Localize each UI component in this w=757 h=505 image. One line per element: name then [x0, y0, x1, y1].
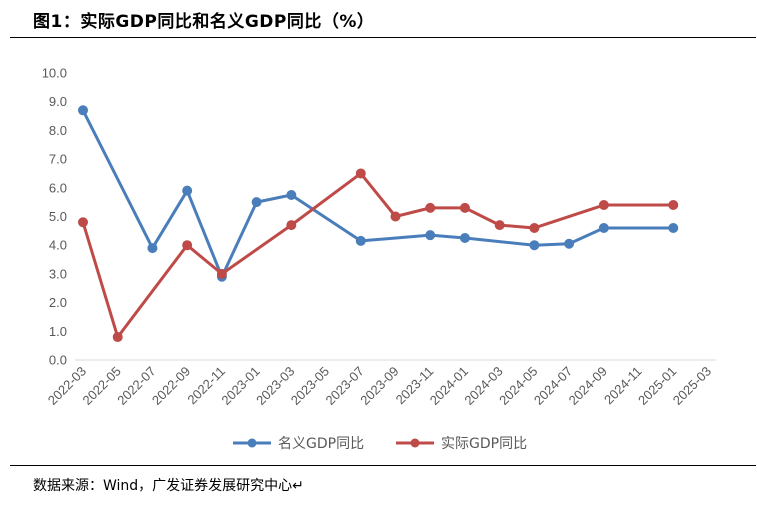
y-tick-label: 3.0	[49, 266, 67, 281]
legend-marker	[247, 438, 257, 448]
x-tick-label: 2025-03	[670, 364, 714, 408]
data-point	[286, 189, 297, 200]
data-point	[425, 202, 436, 213]
data-point	[251, 197, 262, 208]
y-tick-label: 1.0	[49, 324, 67, 339]
y-tick-label: 2.0	[49, 295, 67, 310]
title-divider	[10, 37, 756, 38]
x-tick-label: 2024-09	[566, 364, 610, 408]
legend-item-1: 名义GDP同比	[233, 436, 364, 452]
y-tick-label: 0.0	[49, 353, 67, 368]
data-point	[78, 217, 88, 228]
source-divider	[10, 465, 756, 466]
source-note: 数据来源：Wind，广发证券发展研究中心↵	[33, 478, 304, 494]
legend-marker	[410, 438, 420, 448]
y-tick-label: 5.0	[49, 209, 67, 224]
y-tick-label: 4.0	[49, 238, 67, 253]
data-point	[598, 200, 609, 211]
series-2	[78, 168, 679, 343]
data-point	[286, 220, 297, 231]
y-axis: 0.0 1.0 2.0 3.0 4.0 5.0 6.0 7.0 8.0 9.0 10.0	[42, 66, 67, 368]
y-tick-label: 6.0	[49, 180, 67, 195]
series-lines	[78, 105, 679, 343]
legend-label: 实际GDP同比	[441, 436, 527, 452]
data-point	[529, 240, 540, 251]
data-point	[668, 222, 679, 233]
data-point	[78, 105, 88, 116]
data-point	[355, 168, 366, 179]
data-point	[147, 243, 158, 254]
y-tick-label: 9.0	[49, 94, 67, 109]
series-line	[81, 171, 674, 339]
data-point	[355, 235, 366, 246]
y-tick-label: 8.0	[49, 123, 67, 138]
data-point	[598, 222, 609, 233]
data-point	[564, 238, 575, 249]
data-point	[459, 233, 470, 244]
data-point	[182, 185, 193, 196]
x-tick-label: 2023-09	[357, 364, 401, 408]
series-1	[78, 105, 679, 282]
data-point	[425, 230, 436, 241]
y-tick-label: 10.0	[42, 66, 67, 81]
data-point	[668, 200, 679, 211]
y-tick-label: 7.0	[49, 152, 67, 167]
legend-item-2: 实际GDP同比	[396, 436, 527, 452]
data-point	[494, 220, 505, 231]
legend-label: 名义GDP同比	[278, 436, 364, 452]
chart-title: 图1：实际GDP同比和名义GDP同比（%）	[33, 12, 375, 32]
data-point	[182, 240, 193, 251]
data-point	[390, 211, 401, 222]
data-point	[216, 268, 227, 279]
data-point	[459, 202, 470, 213]
data-point	[112, 332, 123, 343]
x-axis: 2022-032022-052022-072022-092022-112023-…	[45, 359, 716, 408]
data-point	[529, 222, 540, 233]
x-tick-label: 2022-09	[149, 364, 193, 408]
legend: 名义GDP同比 实际GDP同比	[233, 436, 527, 452]
